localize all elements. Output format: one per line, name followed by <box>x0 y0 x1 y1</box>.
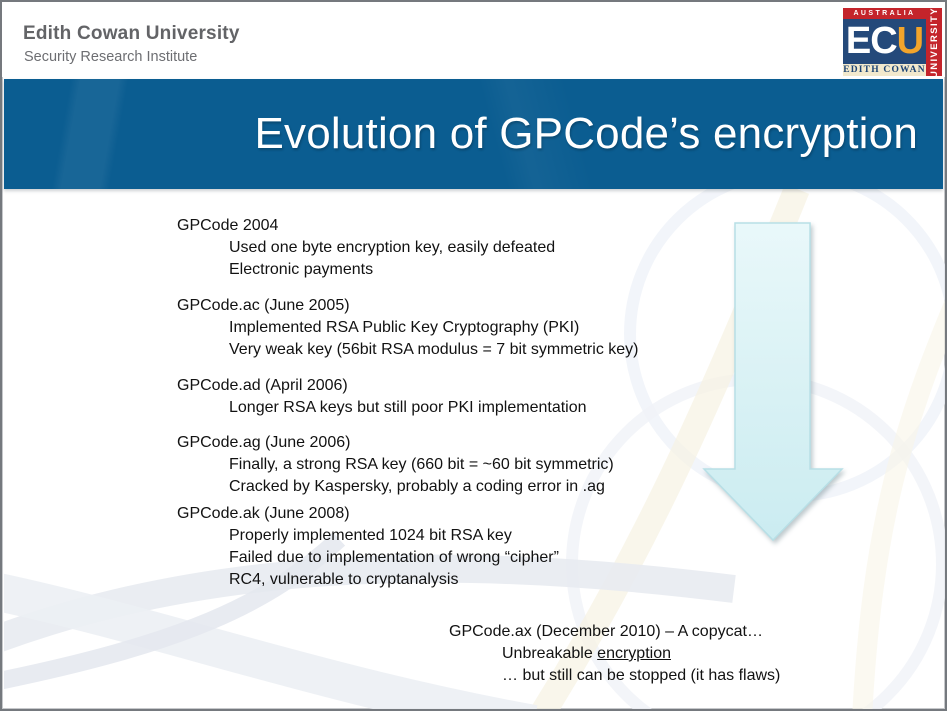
section-line: Longer RSA keys but still poor PKI imple… <box>229 399 587 416</box>
section-line: RC4, vulnerable to cryptanalysis <box>229 571 459 588</box>
section-line: Electronic payments <box>229 261 374 278</box>
down-arrow-shape <box>702 222 844 542</box>
logo-australia-label: AUSTRALIA <box>843 8 926 19</box>
section-gpcode-ax: GPCode.ax (December 2010) – A copycat… U… <box>449 621 780 687</box>
section-gpcode-ag: GPCode.ag (June 2006) Finally, a strong … <box>177 432 614 498</box>
section-gpcode-2004: GPCode 2004 Used one byte encryption key… <box>177 215 555 281</box>
section-line: Finally, a strong RSA key (660 bit = ~60… <box>229 456 614 473</box>
ecu-logo: AUSTRALIA EC U EDITH COWAN UNIVERSITY <box>843 6 942 78</box>
footnote-line: Unbreakable encryption <box>502 643 780 665</box>
footnote-line: … but still can be stopped (it has flaws… <box>502 667 781 684</box>
section-line: Properly implemented 1024 bit RSA key <box>229 527 512 544</box>
dept-name: Security Research Institute <box>24 49 198 65</box>
title-bar: Evolution of GPCode’s encryption <box>4 79 943 189</box>
swirl-cream-band-2 <box>852 300 945 709</box>
section-heading: GPCode.ak (June 2008) <box>177 505 350 522</box>
down-arrow <box>702 222 844 542</box>
logo-acronym-ec: EC <box>845 20 898 62</box>
logo-university-strip: UNIVERSITY <box>926 6 942 78</box>
footnote-underlined-word: encryption <box>597 645 671 662</box>
section-line: Very weak key (56bit RSA modulus = 7 bit… <box>229 341 639 358</box>
section-gpcode-ad: GPCode.ad (April 2006) Longer RSA keys b… <box>177 375 587 419</box>
logo-acronym: EC U <box>843 19 926 64</box>
section-line: Failed due to implementation of wrong “c… <box>229 549 559 566</box>
org-name: Edith Cowan University <box>23 23 240 44</box>
header: Edith Cowan University Security Research… <box>2 2 945 77</box>
footnote-heading: GPCode.ax (December 2010) – A copycat… <box>449 623 763 640</box>
section-line: Used one byte encryption key, easily def… <box>229 239 556 256</box>
section-line: Implemented RSA Public Key Cryptography … <box>229 319 580 336</box>
logo-edith-cowan-label: EDITH COWAN <box>843 64 926 76</box>
section-heading: GPCode 2004 <box>177 217 279 234</box>
section-line: Cracked by Kaspersky, probably a coding … <box>229 478 605 495</box>
slide-title: Evolution of GPCode’s encryption <box>254 109 918 158</box>
logo-university-label: UNIVERSITY <box>928 6 940 78</box>
footnote-line-prefix: Unbreakable <box>502 645 598 662</box>
ecu-logo-main: AUSTRALIA EC U EDITH COWAN <box>843 8 926 76</box>
section-heading: GPCode.ag (June 2006) <box>177 434 351 451</box>
section-gpcode-ac: GPCode.ac (June 2005) Implemented RSA Pu… <box>177 295 638 361</box>
section-gpcode-ak: GPCode.ak (June 2008) Properly implement… <box>177 503 559 591</box>
section-heading: GPCode.ac (June 2005) <box>177 297 350 314</box>
logo-acronym-u: U <box>896 20 924 62</box>
section-heading: GPCode.ad (April 2006) <box>177 377 348 394</box>
